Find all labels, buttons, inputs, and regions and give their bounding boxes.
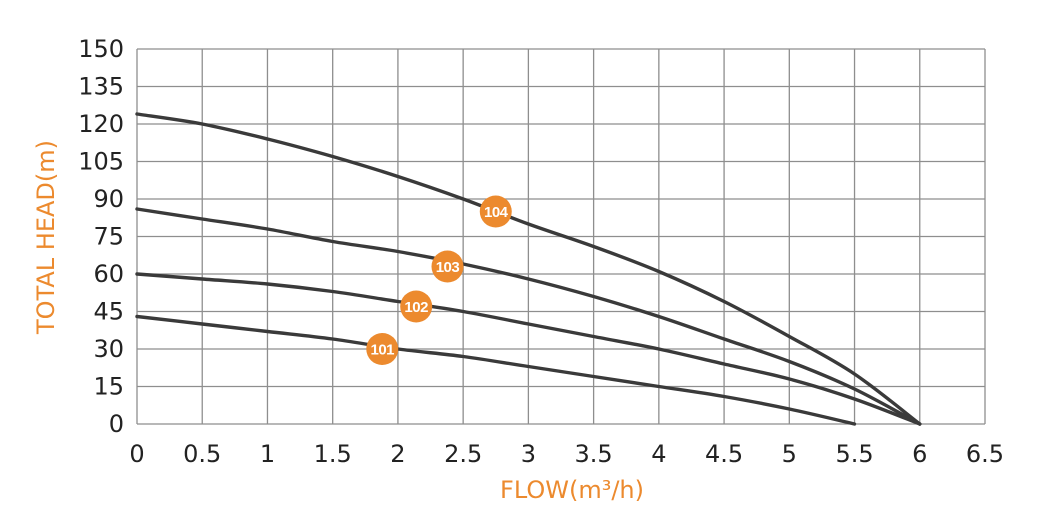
x-tick-label: 2.5 [444,440,482,468]
y-tick-label: 15 [93,373,124,401]
y-tick-label: 135 [78,73,124,101]
y-tick-label: 30 [93,335,124,363]
badge-101: 101 [366,333,399,365]
badge-circle [366,333,399,365]
y-tick-label: 75 [93,223,124,251]
x-tick-label: 2 [390,440,405,468]
x-tick-label: 5.5 [835,440,873,468]
curve-103 [135,207,922,426]
badge-label: 101 [371,342,395,359]
badge-label: 104 [484,204,509,221]
y-tick-label: 60 [93,260,124,288]
y-tick-label: 45 [93,298,124,326]
x-axis-ticks: 0 0.5 1 1.5 2 2.5 3 3.5 4 4.5 5 5.5 6 6.5 [129,440,1004,468]
badge-label: 102 [404,299,428,316]
curve-101 [135,314,857,426]
y-tick-label: 150 [78,35,124,63]
x-tick-label: 1.5 [314,440,352,468]
y-tick-label: 0 [109,410,124,438]
y-axis-ticks: 0 15 30 45 60 75 90 105 120 135 150 [78,35,124,438]
curve-badges: 104 103 102 101 [366,195,512,365]
x-axis-title: FLOW(m³/h) [500,476,644,504]
performance-curves [135,112,922,426]
y-axis-title: TOTAL HEAD(m) [32,140,60,335]
badge-102: 102 [400,290,433,323]
x-tick-label: 3 [521,440,536,468]
grid [136,48,986,425]
badge-circle [431,250,464,283]
badge-circle [479,195,512,228]
x-tick-label: 6.5 [966,440,1004,468]
badge-104: 104 [479,195,512,228]
curve-102 [135,272,922,426]
y-tick-label: 120 [78,110,124,138]
x-tick-label: 4.5 [705,440,743,468]
x-tick-label: 1 [260,440,275,468]
y-tick-label: 90 [93,185,124,213]
badge-label: 103 [436,259,460,276]
y-tick-label: 105 [78,148,124,176]
curve-104 [135,112,922,426]
x-tick-label: 4 [651,440,666,468]
x-tick-label: 3.5 [575,440,613,468]
x-tick-label: 0.5 [183,440,221,468]
x-tick-label: 6 [912,440,927,468]
badge-103: 103 [431,250,464,283]
badge-circle [400,290,433,323]
x-tick-label: 0 [129,440,144,468]
x-tick-label: 5 [782,440,797,468]
